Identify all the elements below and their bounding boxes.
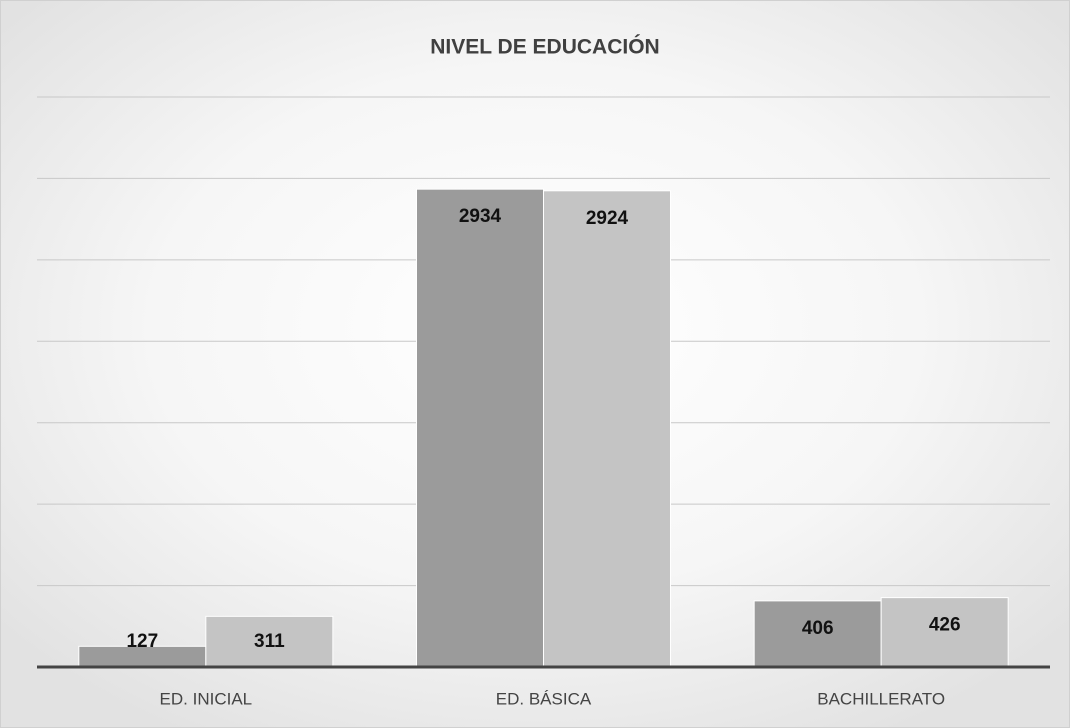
bar <box>880 597 1009 668</box>
data-label: 127 <box>126 631 158 652</box>
x-tick-label: ED. INICIAL <box>160 689 253 708</box>
bar <box>416 188 544 668</box>
chart-title: NIVEL DE EDUCACIÓN <box>430 35 659 59</box>
bar <box>205 615 334 668</box>
bar <box>753 600 882 668</box>
x-tick-label: BACHILLERATO <box>817 689 945 708</box>
bar <box>543 190 671 668</box>
data-label: 426 <box>929 615 961 636</box>
data-label: 311 <box>254 631 285 652</box>
x-tick-label: ED. BÁSICA <box>496 689 592 708</box>
data-label: 406 <box>802 618 834 639</box>
data-label: 2934 <box>459 206 502 227</box>
data-label: 2924 <box>586 208 629 229</box>
